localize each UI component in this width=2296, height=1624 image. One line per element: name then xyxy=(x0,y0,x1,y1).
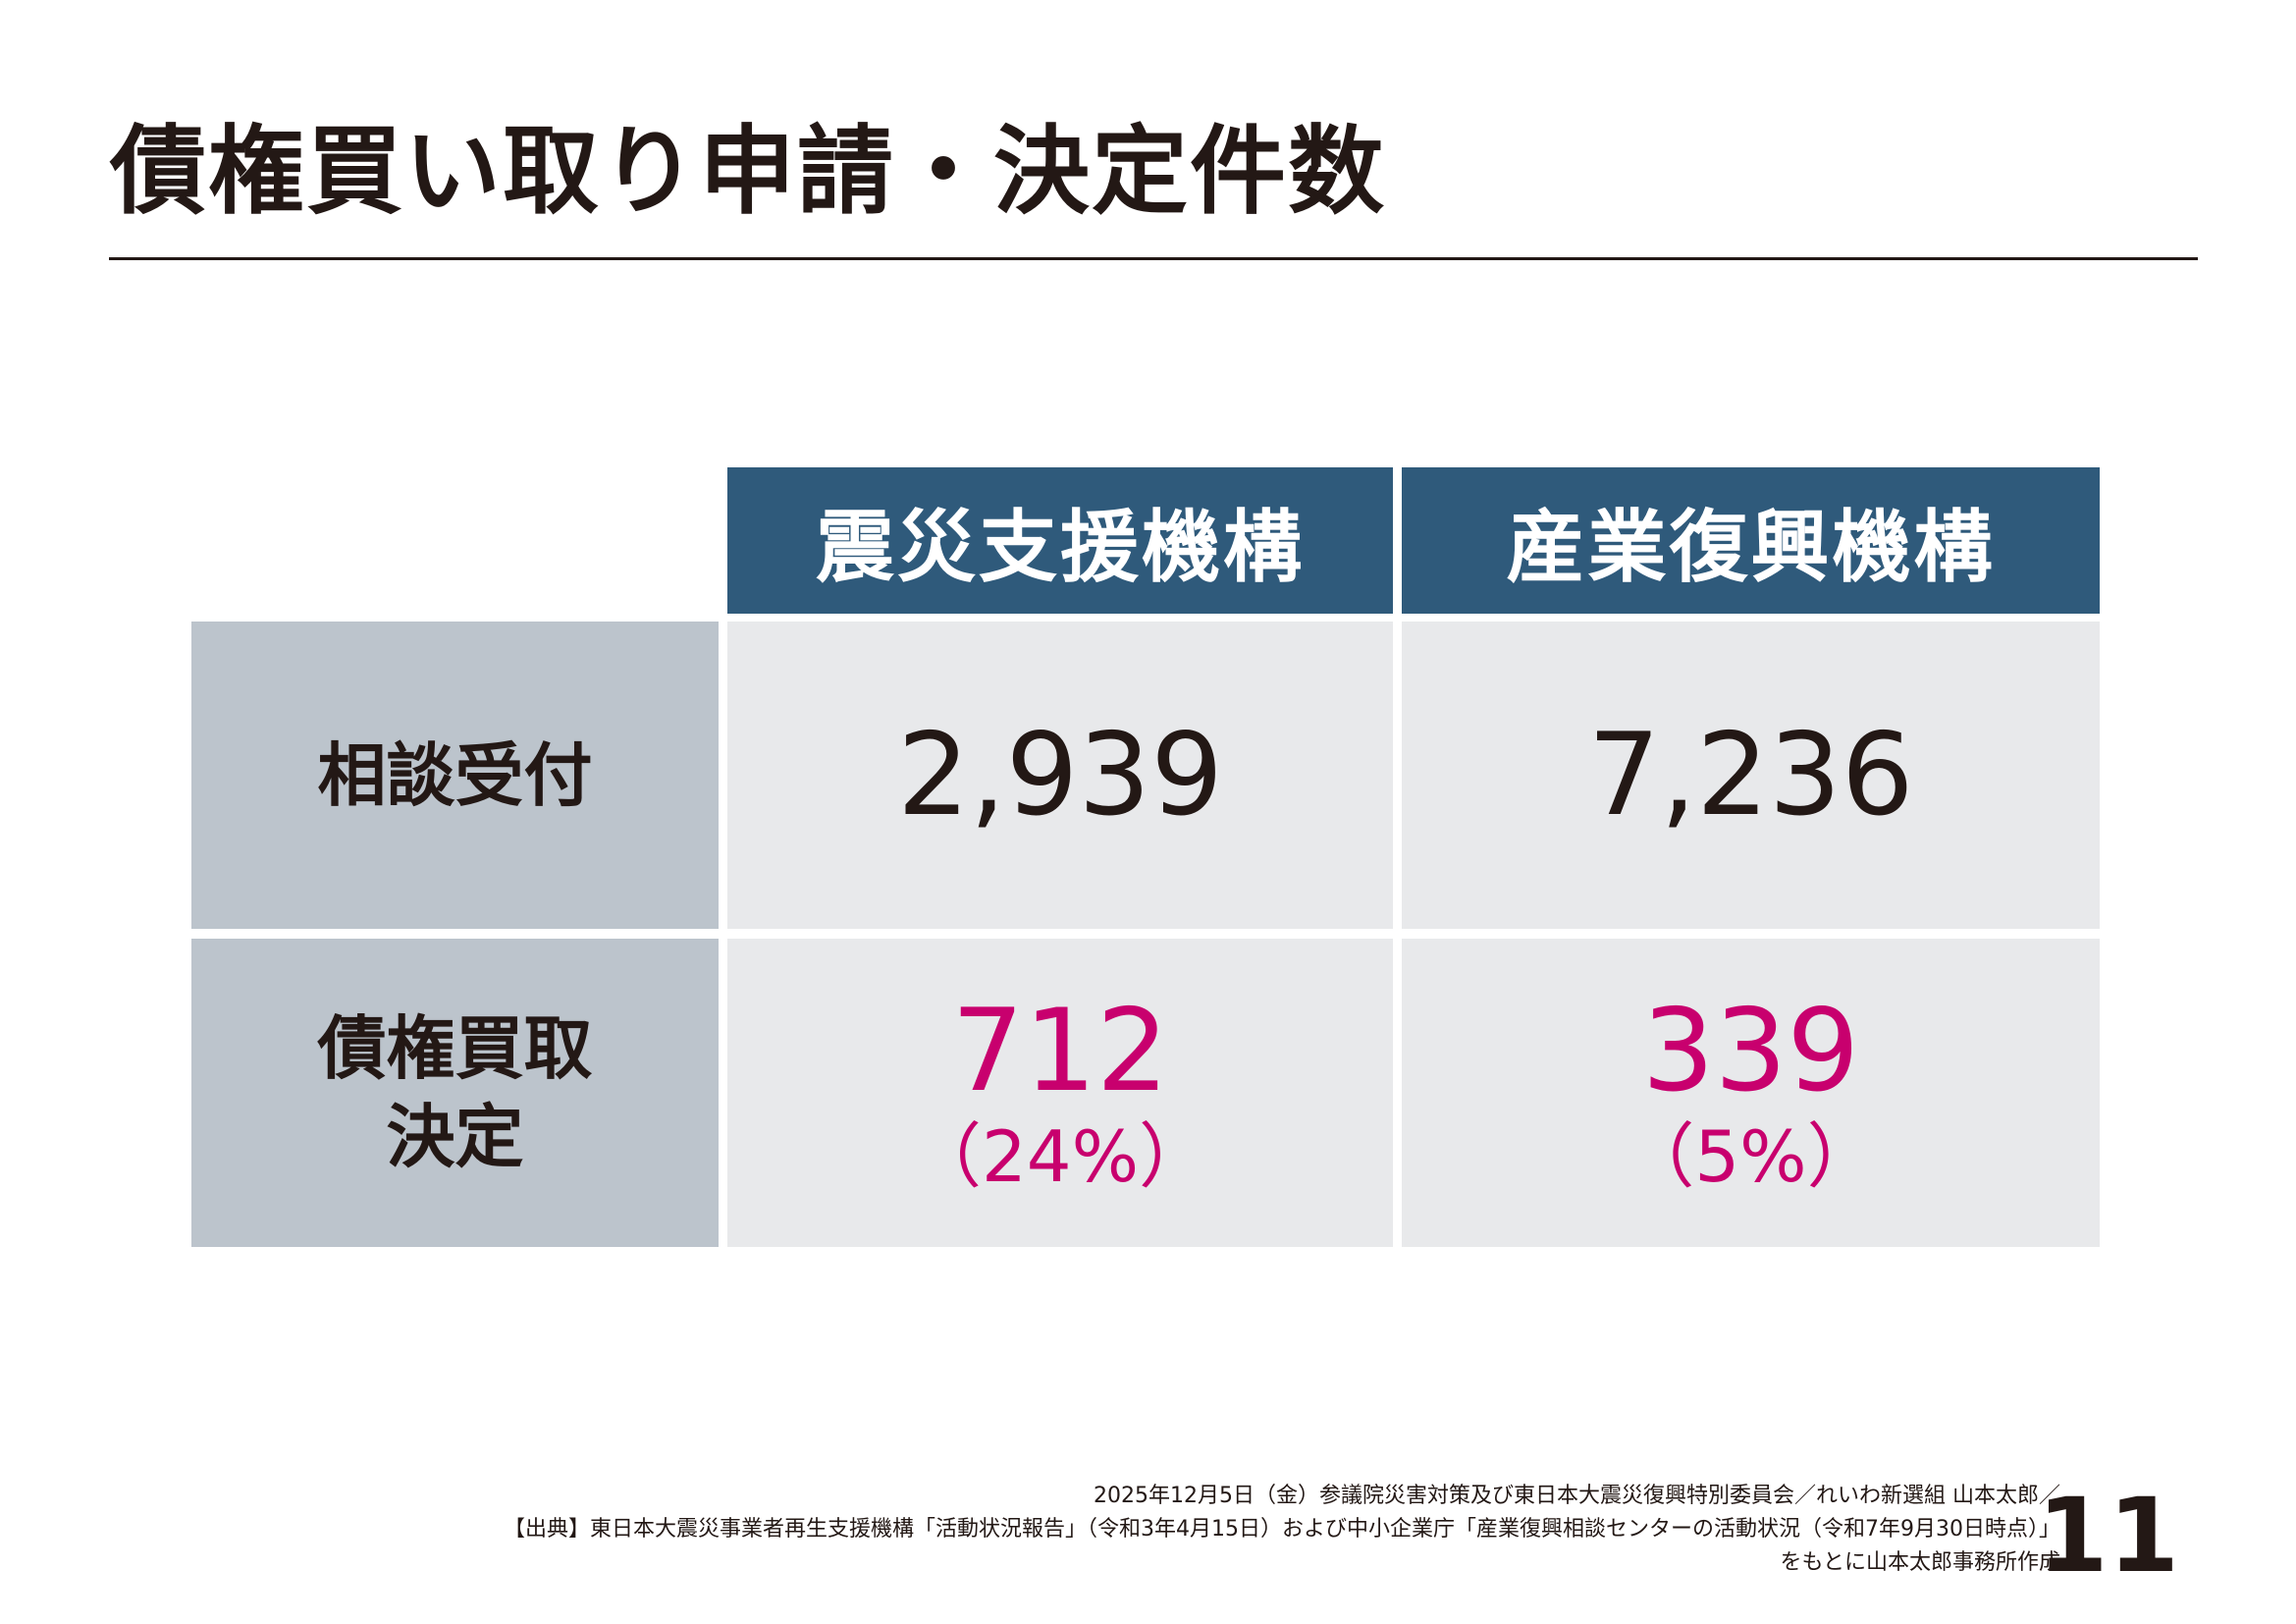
decisions-share-shinsai: （24%） xyxy=(910,1115,1210,1198)
footnote-line: 2025年12月5日（金）参議院災害対策及び東日本大震災復興特別委員会／れいわ新… xyxy=(1094,1484,2060,1508)
table-cell: 712 （24%） xyxy=(727,939,1393,1247)
decisions-value-sangyo: 339 xyxy=(1641,985,1860,1117)
column-header-shinsai: 震災支援機構 xyxy=(727,467,1393,614)
table-cell: 2,939 xyxy=(727,622,1393,929)
page-title: 債権買い取り申請・決定件数 xyxy=(110,116,1387,228)
column-header-label: 震災支援機構 xyxy=(816,501,1305,593)
page-number: 11 xyxy=(2037,1476,2179,1596)
footnote-line: をもとに山本太郎事務所作成 xyxy=(1780,1550,2060,1575)
column-header-label: 産業復興機構 xyxy=(1506,501,1996,593)
decisions-share-sangyo: （5%） xyxy=(1624,1115,1878,1198)
consultations-value-shinsai: 2,939 xyxy=(896,708,1224,841)
title-divider xyxy=(109,257,2198,260)
row-label-line1: 債権買取 xyxy=(317,1008,593,1089)
decisions-value-shinsai: 712 xyxy=(951,985,1169,1117)
column-header-sangyo: 産業復興機構 xyxy=(1402,467,2100,614)
row-label-text: 相談受付 xyxy=(317,734,593,816)
row-label-purchase-decisions: 債権買取 決定 xyxy=(191,939,719,1247)
table-cell: 339 （5%） xyxy=(1402,939,2100,1247)
row-label-line2: 決定 xyxy=(386,1097,524,1177)
source-footnote: 2025年12月5日（金）参議院災害対策及び東日本大震災復興特別委員会／れいわ新… xyxy=(504,1480,2060,1580)
table-cell: 7,236 xyxy=(1402,622,2100,929)
footnote-line: 【出典】東日本大震災事業者再生支援機構「活動状況報告」（令和3年4月15日）およ… xyxy=(504,1517,2060,1542)
row-label-consultations: 相談受付 xyxy=(191,622,719,929)
consultations-value-sangyo: 7,236 xyxy=(1587,708,1914,841)
